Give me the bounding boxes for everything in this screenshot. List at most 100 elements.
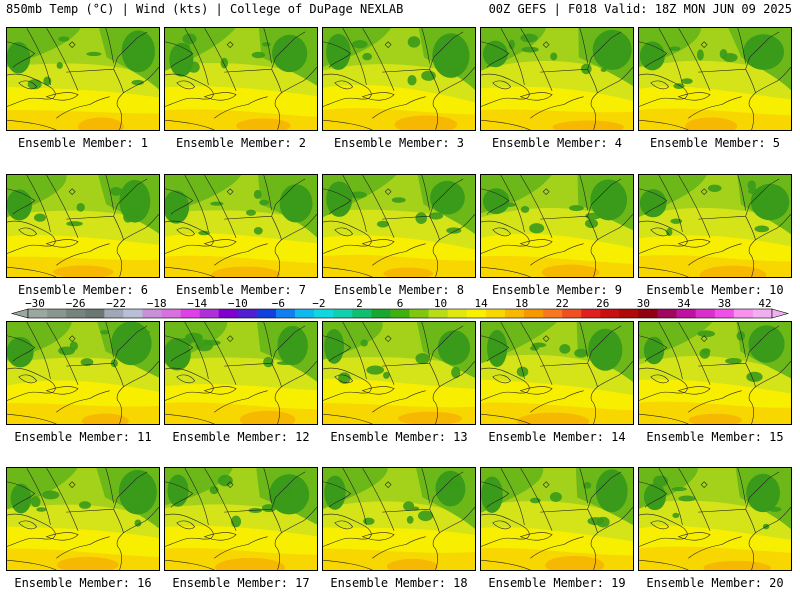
ensemble-member-label: Ensemble Member: 7 <box>175 283 307 297</box>
temperature-field <box>7 322 159 424</box>
temperature-field <box>481 322 633 424</box>
colorbar-tick-label: 2 <box>356 297 363 310</box>
ensemble-member-map <box>6 174 160 278</box>
ensemble-member-label: Ensemble Member: 3 <box>333 136 465 150</box>
colorbar-swatch <box>619 309 639 318</box>
ensemble-member-label: Ensemble Member: 1 <box>17 136 149 150</box>
ensemble-member-label: Ensemble Member: 9 <box>491 283 623 297</box>
colorbar-swatch <box>104 309 124 318</box>
colorbar-tick-label: 34 <box>677 297 691 310</box>
colorbar-tick-label: −30 <box>25 297 45 310</box>
ensemble-member-map <box>480 321 634 425</box>
colorbar-swatch <box>123 309 143 318</box>
ensemble-member-map <box>638 321 792 425</box>
ensemble-member-label: Ensemble Member: 8 <box>333 283 465 297</box>
ensemble-member-map <box>480 174 634 278</box>
temperature-field <box>165 28 317 130</box>
colorbar-swatch <box>180 309 200 318</box>
ensemble-member-label: Ensemble Member: 5 <box>649 136 781 150</box>
colorbar-swatch <box>485 309 506 318</box>
colorbar-swatch <box>638 309 658 318</box>
ensemble-member-map <box>480 467 634 571</box>
colorbar-swatch <box>352 309 372 318</box>
colorbar-high-arrow <box>771 308 790 319</box>
ensemble-member-map <box>480 27 634 131</box>
colorbar-tick-label: −26 <box>65 297 86 310</box>
colorbar-tick-label: −22 <box>106 297 127 310</box>
temperature-field <box>7 468 159 570</box>
colorbar-tick-label: 38 <box>717 297 732 310</box>
colorbar-swatch <box>752 309 773 318</box>
ensemble-member-map <box>322 27 476 131</box>
temperature-field <box>7 28 159 130</box>
colorbar-tick-label: 6 <box>396 297 404 310</box>
temperature-field <box>481 28 633 130</box>
temperature-field <box>323 28 475 130</box>
colorbar-swatch <box>409 309 429 318</box>
colorbar-swatch <box>447 309 468 318</box>
colorbar-tick-label: −6 <box>271 297 285 310</box>
ensemble-member-label: Ensemble Member: 4 <box>491 136 623 150</box>
colorbar-tick-label: 18 <box>515 297 529 310</box>
ensemble-member-map <box>6 27 160 131</box>
ensemble-member-label: Ensemble Member: 11 <box>14 430 152 444</box>
colorbar-swatch <box>733 309 754 318</box>
ensemble-member-map <box>164 467 318 571</box>
ensemble-member-label: Ensemble Member: 20 <box>646 576 784 590</box>
colorbar-tick-label: 42 <box>758 297 772 310</box>
ensemble-member-label: Ensemble Member: 6 <box>17 283 149 297</box>
colorbar-tick-label: −2 <box>312 297 326 310</box>
colorbar-tick-label: 22 <box>555 297 569 310</box>
colorbar-tick-label: 10 <box>433 297 448 310</box>
temperature-colorbar <box>10 298 790 320</box>
ensemble-member-map <box>638 27 792 131</box>
model-run-info: 00Z GEFS | F018 Valid: 18Z MON JUN 09 20… <box>488 2 792 16</box>
colorbar-swatch <box>66 309 86 318</box>
colorbar-swatch <box>47 309 67 318</box>
temperature-field <box>481 468 633 570</box>
colorbar-swatch <box>28 309 48 318</box>
ensemble-member-label: Ensemble Member: 16 <box>14 576 152 590</box>
ensemble-member-map <box>6 321 160 425</box>
colorbar-swatch <box>657 309 677 318</box>
temperature-field <box>639 28 791 130</box>
colorbar-swatch <box>600 309 620 318</box>
ensemble-member-label: Ensemble Member: 12 <box>172 430 310 444</box>
colorbar-swatch <box>524 309 544 318</box>
ensemble-member-map <box>6 467 160 571</box>
ensemble-member-map <box>164 27 318 131</box>
ensemble-member-map <box>164 174 318 278</box>
colorbar-tick-label: −10 <box>227 297 248 310</box>
ensemble-member-map <box>322 174 476 278</box>
ensemble-member-label: Ensemble Member: 10 <box>646 283 784 297</box>
temperature-field <box>165 322 317 424</box>
colorbar-swatch <box>237 309 258 318</box>
ensemble-member-label: Ensemble Member: 17 <box>172 576 310 590</box>
ensemble-member-label: Ensemble Member: 15 <box>646 430 784 444</box>
colorbar-swatch <box>85 309 105 318</box>
colorbar-swatch <box>142 309 162 318</box>
ensemble-member-label: Ensemble Member: 14 <box>488 430 626 444</box>
temperature-field <box>481 175 633 277</box>
temperature-field <box>323 322 475 424</box>
colorbar-swatch <box>276 309 296 318</box>
colorbar-swatch <box>314 309 334 318</box>
ensemble-member-label: Ensemble Member: 19 <box>488 576 626 590</box>
colorbar-swatch <box>161 309 181 318</box>
colorbar-swatch <box>295 309 315 318</box>
temperature-field <box>323 468 475 570</box>
temperature-field <box>639 322 791 424</box>
colorbar-swatch <box>333 309 353 318</box>
colorbar-tick-label: −14 <box>187 297 208 310</box>
ensemble-member-map <box>322 321 476 425</box>
temperature-field <box>639 175 791 277</box>
colorbar-swatch <box>676 309 696 318</box>
colorbar-tick-label: 30 <box>636 297 650 310</box>
colorbar-swatch <box>371 309 391 318</box>
colorbar-swatch <box>199 309 220 318</box>
colorbar-swatch <box>543 309 563 318</box>
temperature-field <box>323 175 475 277</box>
colorbar-swatch <box>504 309 525 318</box>
colorbar-swatch <box>695 309 716 318</box>
temperature-field <box>165 175 317 277</box>
